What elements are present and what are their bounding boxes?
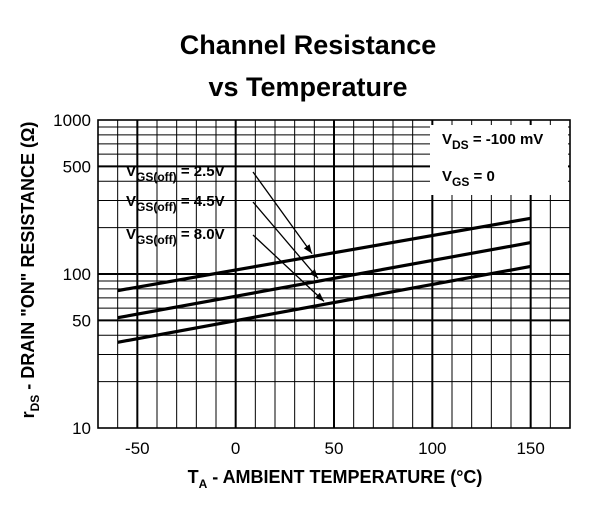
series-label-2-main: V	[126, 193, 136, 210]
series-label-3-main: V	[126, 226, 136, 243]
series-line-2	[117, 240, 531, 320]
series-line-1	[117, 216, 531, 293]
y-tick-label: 1000	[53, 111, 91, 130]
condition-label-1: VDS = -100 mV	[442, 131, 543, 152]
x-axis-label-rest: - AMBIENT TEMPERATURE (°C)	[207, 467, 482, 487]
x-tick-label: 150	[516, 439, 544, 458]
y-axis-label-sub: DS	[28, 395, 42, 412]
x-tick-label: 100	[418, 439, 446, 458]
x-tick-label: 50	[325, 439, 344, 458]
y-tick-label: 100	[63, 265, 91, 284]
tick-labels: -50 0 50 100 150 10 50 100 500 1000	[53, 111, 545, 458]
conditions-box	[430, 125, 568, 195]
condition-label-1-main: V	[442, 131, 452, 148]
series-label-1-sub: GS(off)	[136, 170, 177, 184]
pointer-arrowhead-1	[303, 244, 312, 254]
x-axis-label-main: T	[188, 467, 199, 487]
x-axis-label-sub: A	[199, 477, 208, 491]
series-label-2-rest: = 4.5V	[177, 193, 225, 210]
series-label-1-rest: = 2.5V	[177, 163, 225, 180]
condition-label-2-rest: = 0	[469, 168, 494, 185]
y-tick-label: 10	[72, 419, 91, 438]
series-label-3-rest: = 8.0V	[177, 226, 225, 243]
y-tick-label: 500	[63, 157, 91, 176]
x-tick-label: -50	[125, 439, 150, 458]
y-tick-label: 50	[72, 311, 91, 330]
series-line-3	[117, 264, 531, 344]
legend-pointers	[252, 171, 325, 302]
condition-label-1-sub: DS	[452, 138, 469, 152]
pointer-arrowhead-2	[309, 269, 318, 279]
y-axis-label-main: r	[18, 411, 38, 418]
condition-label-2-main: V	[442, 168, 452, 185]
y-axis-label: rDS - DRAIN "ON" RESISTANCE (Ω)	[18, 122, 42, 419]
chart-title-line-1: Channel Resistance	[180, 30, 437, 60]
series-lines	[117, 216, 531, 344]
condition-label-2-sub: GS	[452, 175, 469, 189]
pointer-line-3	[252, 234, 325, 302]
plot-frame	[97, 119, 571, 429]
series-label-1-main: V	[126, 163, 136, 180]
series-label-3-sub: GS(off)	[136, 233, 177, 247]
x-axis-label: TA - AMBIENT TEMPERATURE (°C)	[188, 467, 483, 491]
series-label-2-sub: GS(off)	[136, 200, 177, 214]
pointer-arrowhead-3	[315, 292, 324, 302]
x-tick-label: 0	[231, 439, 240, 458]
series-label-3: VGS(off) = 8.0V	[126, 226, 225, 247]
chart-title-line-2: vs Temperature	[208, 72, 407, 102]
y-axis-label-rest: - DRAIN "ON" RESISTANCE (Ω)	[18, 122, 38, 395]
series-label-1: VGS(off) = 2.5V	[126, 163, 225, 184]
pointer-line-2	[252, 201, 319, 279]
series-label-2: VGS(off) = 4.5V	[126, 193, 225, 214]
condition-label-1-rest: = -100 mV	[469, 131, 544, 148]
condition-label-2: VGS = 0	[442, 168, 495, 189]
pointer-line-1	[252, 171, 313, 254]
